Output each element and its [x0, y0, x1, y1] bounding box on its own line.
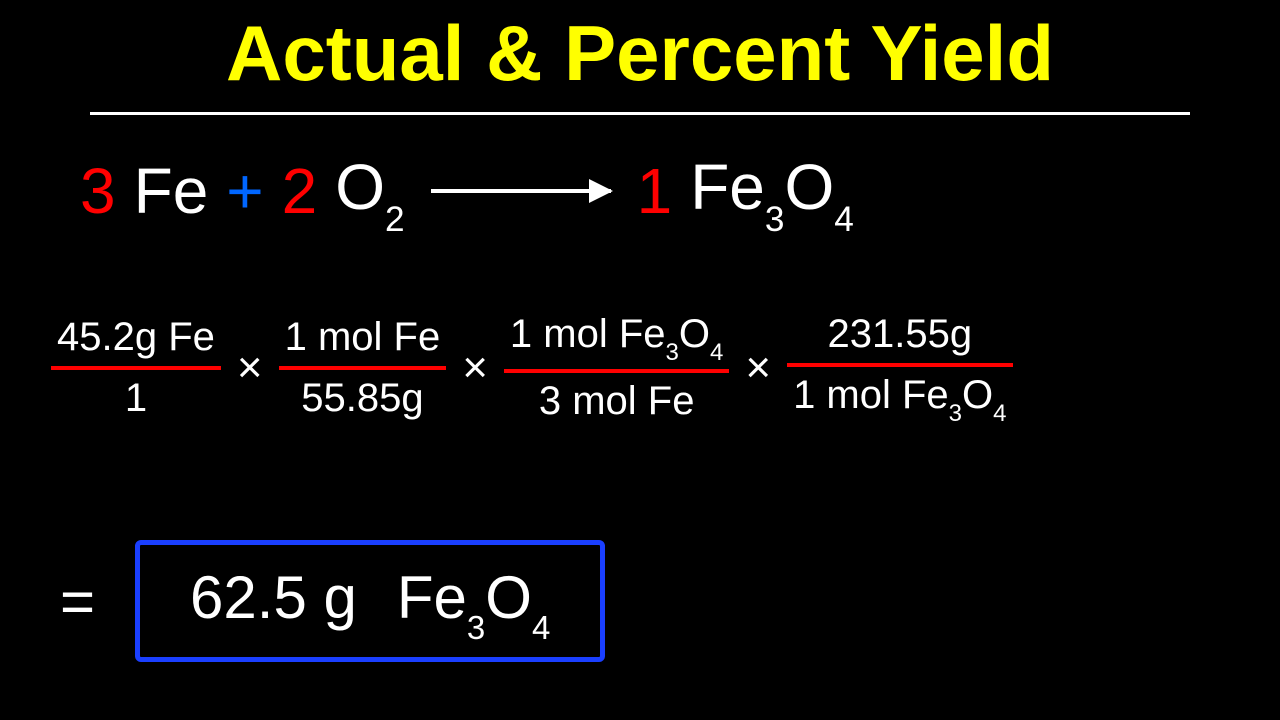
- reaction-arrow-icon: [431, 189, 611, 193]
- fraction-1-num: 45.2g Fe: [51, 313, 221, 362]
- fraction-3-den: 3 mol Fe: [533, 377, 701, 426]
- multiply-icon: ×: [745, 343, 771, 393]
- coefficient-2: 2: [282, 154, 318, 228]
- coefficient-3: 1: [637, 154, 673, 228]
- result-row: = 62.5 g Fe3O4: [60, 540, 605, 662]
- multiply-icon: ×: [462, 343, 488, 393]
- fraction-bar: [504, 369, 729, 373]
- result-box: 62.5 g Fe3O4: [135, 540, 605, 662]
- fraction-3: 1 mol Fe3O4 3 mol Fe: [504, 310, 729, 426]
- fraction-2-num: 1 mol Fe: [279, 313, 447, 362]
- dimensional-analysis: 45.2g Fe 1 × 1 mol Fe 55.85g × 1 mol Fe3…: [45, 310, 1019, 426]
- fraction-2: 1 mol Fe 55.85g: [279, 313, 447, 423]
- fraction-bar: [51, 366, 221, 370]
- fraction-4: 231.55g 1 mol Fe3O4: [787, 310, 1012, 426]
- fraction-bar: [279, 366, 447, 370]
- species-fe3o4: Fe3O4: [690, 150, 854, 232]
- fraction-2-den: 55.85g: [295, 374, 429, 423]
- fraction-bar: [787, 363, 1012, 367]
- chemical-equation: 3 Fe + 2 O2 1 Fe3O4: [80, 150, 854, 232]
- title-underline: [90, 112, 1190, 115]
- species-fe: Fe: [134, 154, 209, 228]
- fraction-4-num: 231.55g: [821, 310, 978, 359]
- species-o2: O2: [335, 150, 404, 232]
- fraction-1: 45.2g Fe 1: [51, 313, 221, 423]
- plus-sign: +: [226, 154, 263, 228]
- equals-sign: =: [60, 567, 95, 636]
- fraction-4-den: 1 mol Fe3O4: [787, 371, 1012, 426]
- page-title: Actual & Percent Yield: [226, 8, 1054, 99]
- coefficient-1: 3: [80, 154, 116, 228]
- fraction-3-num: 1 mol Fe3O4: [504, 310, 729, 365]
- result-value: 62.5 g: [190, 563, 357, 632]
- fraction-1-den: 1: [119, 374, 153, 423]
- multiply-icon: ×: [237, 343, 263, 393]
- result-species: Fe3O4: [397, 563, 550, 639]
